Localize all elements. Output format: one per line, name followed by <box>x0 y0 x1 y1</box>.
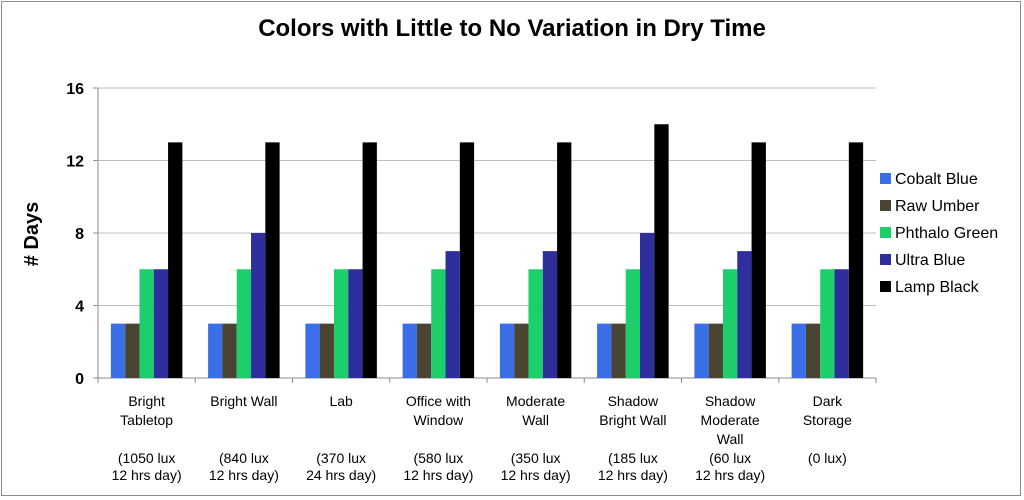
bar-ultra-blue <box>348 269 363 378</box>
bar-ultra-blue <box>251 233 266 378</box>
bar-phthalo-green <box>820 269 835 378</box>
x-tick-label: Bright Wall <box>599 412 666 428</box>
x-tick-note: (350 lux <box>511 450 561 466</box>
bar-ultra-blue <box>834 269 849 378</box>
x-tick-note: (580 lux <box>413 450 463 466</box>
x-tick-label: Shadow <box>705 393 756 409</box>
legend-swatch <box>880 281 891 292</box>
bar-lamp-black <box>168 142 183 378</box>
x-tick-label: Storage <box>803 412 852 428</box>
y-tick-label: 8 <box>75 226 84 243</box>
x-tick-label: Dark <box>813 393 844 409</box>
y-axis-ticks: 0 4 8 12 16 <box>66 81 99 388</box>
bars <box>110 124 864 378</box>
bar-lamp-black <box>557 142 572 378</box>
legend-label: Cobalt Blue <box>895 171 978 188</box>
x-tick-note: (60 lux <box>709 450 751 466</box>
x-tick-label: Wall <box>717 431 744 447</box>
x-tick-label: Lab <box>329 393 353 409</box>
bar-raw-umber <box>416 323 432 378</box>
bar-cobalt-blue <box>694 323 709 378</box>
bar-cobalt-blue <box>110 323 126 378</box>
x-tick-label: Bright Wall <box>210 393 277 409</box>
y-tick-label: 4 <box>75 299 84 316</box>
legend-label: Raw Umber <box>895 198 980 215</box>
x-tick-label: Window <box>413 412 464 428</box>
legend-label: Lamp Black <box>895 279 980 296</box>
bar-cobalt-blue <box>499 323 515 378</box>
bar-lamp-black <box>848 142 864 378</box>
bar-lamp-black <box>654 124 669 378</box>
y-axis-label: # Days <box>21 202 43 267</box>
bar-ultra-blue <box>445 251 460 378</box>
bar-raw-umber <box>222 323 237 378</box>
bar-cobalt-blue <box>402 323 417 378</box>
bar-lamp-black <box>459 142 475 378</box>
y-tick-label: 12 <box>66 154 84 171</box>
x-tick-note: (370 lux <box>316 450 366 466</box>
legend-swatch <box>880 227 891 238</box>
bar-phthalo-green <box>236 269 252 378</box>
legend-label: Ultra Blue <box>895 252 965 269</box>
bar-lamp-black <box>265 142 280 378</box>
chart-title: Colors with Little to No Variation in Dr… <box>258 15 766 42</box>
x-tick-label: Office with <box>406 393 471 409</box>
legend: Cobalt Blue Raw Umber Phthalo Green Ultra B… <box>880 171 998 296</box>
legend-swatch <box>880 173 891 184</box>
y-tick-label: 0 <box>75 371 84 388</box>
bar-ultra-blue <box>640 233 655 378</box>
bar-cobalt-blue <box>305 323 320 378</box>
bar-raw-umber <box>514 323 529 378</box>
x-tick-label: Bright <box>128 393 165 409</box>
bar-phthalo-green <box>625 269 641 378</box>
x-tick-note: 12 hrs day) <box>501 467 571 483</box>
x-tick-note: 24 hrs day) <box>306 467 376 483</box>
x-tick-note: (1050 lux <box>118 450 176 466</box>
legend-label: Phthalo Green <box>895 225 998 242</box>
bar-phthalo-green <box>139 269 154 378</box>
x-tick-note: (0 lux) <box>808 450 847 466</box>
x-tick-note: 12 hrs day) <box>112 467 182 483</box>
x-tick-label: Moderate <box>506 393 565 409</box>
bar-raw-umber <box>125 323 140 378</box>
x-tick-note: 12 hrs day) <box>695 467 765 483</box>
bar-cobalt-blue <box>791 323 806 378</box>
y-tick-label: 16 <box>66 81 84 98</box>
bar-lamp-black <box>362 142 377 378</box>
bar-cobalt-blue <box>208 323 223 378</box>
bar-ultra-blue <box>153 269 169 378</box>
bar-phthalo-green <box>333 269 349 378</box>
bar-raw-umber <box>708 323 723 378</box>
bar-raw-umber <box>611 323 626 378</box>
bar-lamp-black <box>751 142 766 378</box>
legend-swatch <box>880 200 891 211</box>
x-tick-note: (185 lux <box>608 450 658 466</box>
bar-raw-umber <box>319 323 334 378</box>
bar-raw-umber <box>805 323 821 378</box>
x-tick-label: Moderate <box>701 412 760 428</box>
bar-phthalo-green <box>722 269 738 378</box>
x-tick-label: Tabletop <box>120 412 173 428</box>
bar-ultra-blue <box>737 251 752 378</box>
x-tick-label: Wall <box>522 412 549 428</box>
x-tick-note: 12 hrs day) <box>209 467 279 483</box>
bar-cobalt-blue <box>597 323 612 378</box>
bar-phthalo-green <box>528 269 543 378</box>
x-tick-note: 12 hrs day) <box>598 467 668 483</box>
bar-phthalo-green <box>431 269 446 378</box>
x-tick-label: Shadow <box>608 393 659 409</box>
legend-swatch <box>880 254 891 265</box>
x-tick-note: 12 hrs day) <box>403 467 473 483</box>
x-tick-note: (840 lux <box>219 450 269 466</box>
bar-ultra-blue <box>542 251 558 378</box>
